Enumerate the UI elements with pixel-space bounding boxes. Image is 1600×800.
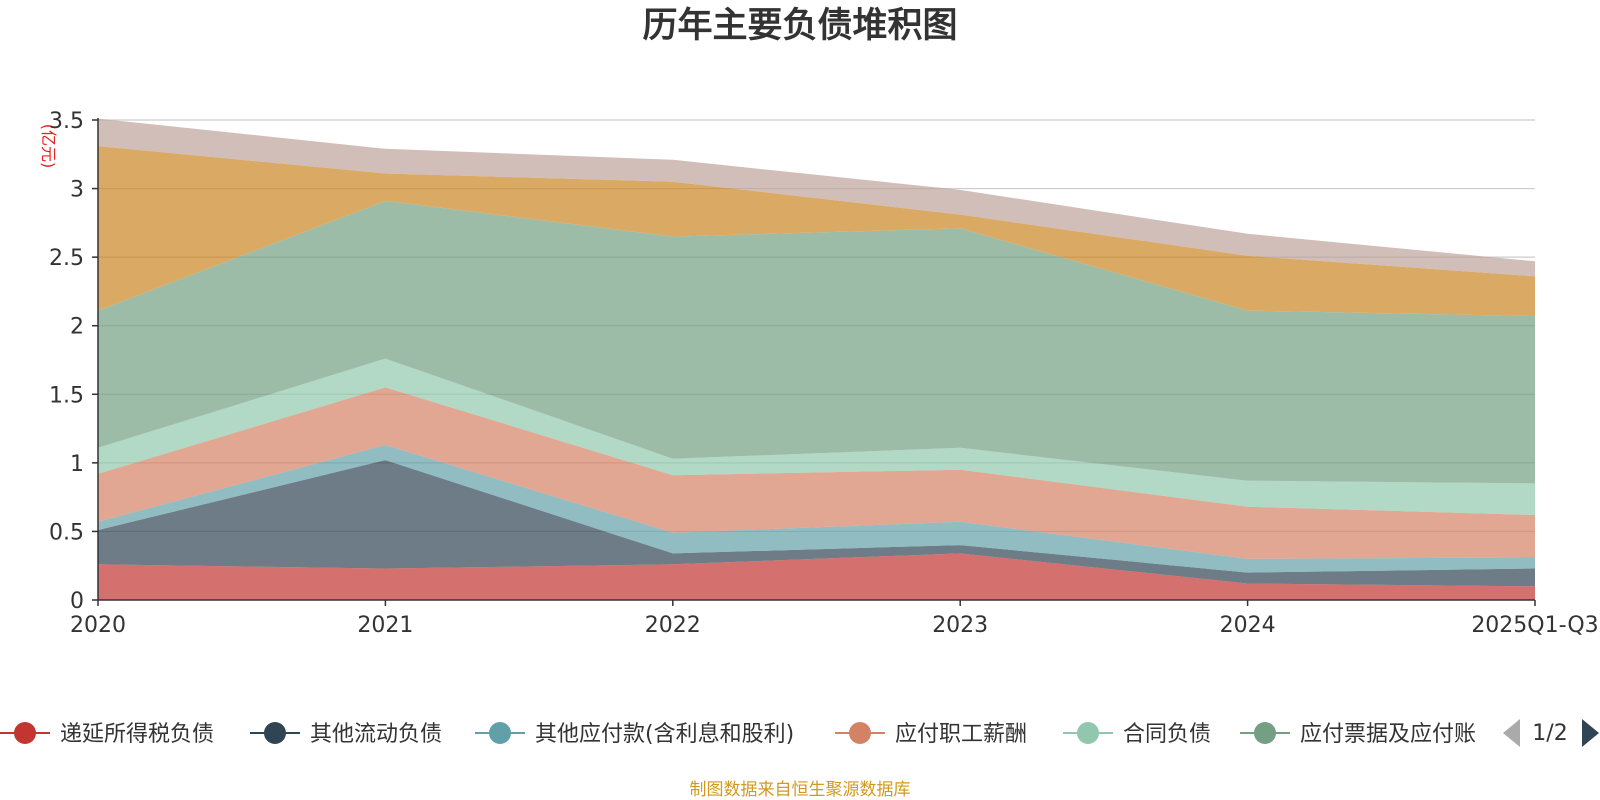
area-series-0[interactable]: [98, 553, 1535, 600]
y-tick-label: 2: [70, 315, 84, 340]
y-axis-unit-label: (亿元): [39, 124, 58, 169]
legend-item[interactable]: 其他流动负债: [250, 722, 442, 747]
legend-next-icon[interactable]: [1582, 719, 1599, 747]
legend-pager[interactable]: 1/2: [1503, 719, 1599, 747]
legend[interactable]: 递延所得税负债 其他流动负债 其他应付款(含利息和股利) 应付职工薪酬 合同负债 应付票据…: [0, 722, 1476, 747]
area-series-3[interactable]: [98, 387, 1535, 559]
legend-label: 合同负债: [1123, 722, 1211, 747]
axes: [97, 118, 1535, 601]
legend-label: 其他流动负债: [310, 722, 442, 747]
x-tick-label: 2024: [1220, 613, 1276, 638]
area-series-6[interactable]: [98, 146, 1535, 317]
x-tick-label: 2025Q1-Q3: [1471, 613, 1598, 638]
legend-item[interactable]: 应付职工薪酬: [835, 722, 1027, 747]
legend-circle-marker: [489, 722, 511, 744]
legend-label: 应付职工薪酬: [895, 722, 1027, 747]
legend-label: 其他应付款(含利息和股利): [535, 722, 794, 747]
chart-title: 历年主要负债堆积图: [642, 6, 957, 46]
area-series-7[interactable]: [98, 118, 1535, 277]
area-series: [98, 118, 1535, 600]
area-series-5[interactable]: [98, 200, 1535, 484]
y-tick-label: 1: [70, 452, 84, 477]
legend-label: 应付票据及应付账: [1300, 722, 1476, 747]
legend-item[interactable]: 其他应付款(含利息和股利): [475, 722, 794, 747]
legend-item[interactable]: 递延所得税负债: [0, 722, 214, 747]
y-tick-label: 3: [70, 178, 84, 203]
y-tick-label: 0: [70, 589, 84, 614]
legend-prev-icon[interactable]: [1503, 719, 1520, 747]
legend-circle-marker: [264, 722, 286, 744]
x-tick-label: 2021: [357, 613, 413, 638]
legend-circle-marker: [1254, 722, 1276, 744]
y-tick-label: 1.5: [49, 383, 84, 408]
x-tick-label: 2022: [645, 613, 701, 638]
y-tick-label: 0.5: [49, 520, 84, 545]
y-tick-label: 3.5: [49, 109, 84, 134]
y-axis-ticks: 0 0.5 1 1.5 2 2.5 3 3.5: [49, 109, 98, 614]
data-source-note: 制图数据来自恒生聚源数据库: [690, 780, 911, 800]
x-tick-label: 2023: [932, 613, 988, 638]
area-series-1[interactable]: [98, 460, 1535, 587]
legend-item[interactable]: 合同负债: [1063, 722, 1211, 747]
x-axis-ticks: 2020 2021 2022 2023 2024 2025Q1-Q3: [70, 600, 1599, 638]
legend-circle-marker: [1077, 722, 1099, 744]
legend-label: 递延所得税负债: [60, 722, 214, 747]
legend-circle-marker: [14, 722, 36, 744]
x-tick-label: 2020: [70, 613, 126, 638]
legend-circle-marker: [849, 722, 871, 744]
area-series-4[interactable]: [98, 358, 1535, 515]
legend-page-indicator: 1/2: [1532, 721, 1567, 746]
y-tick-label: 2.5: [49, 246, 84, 271]
legend-item[interactable]: 应付票据及应付账: [1240, 722, 1476, 747]
area-series-2[interactable]: [98, 445, 1535, 573]
